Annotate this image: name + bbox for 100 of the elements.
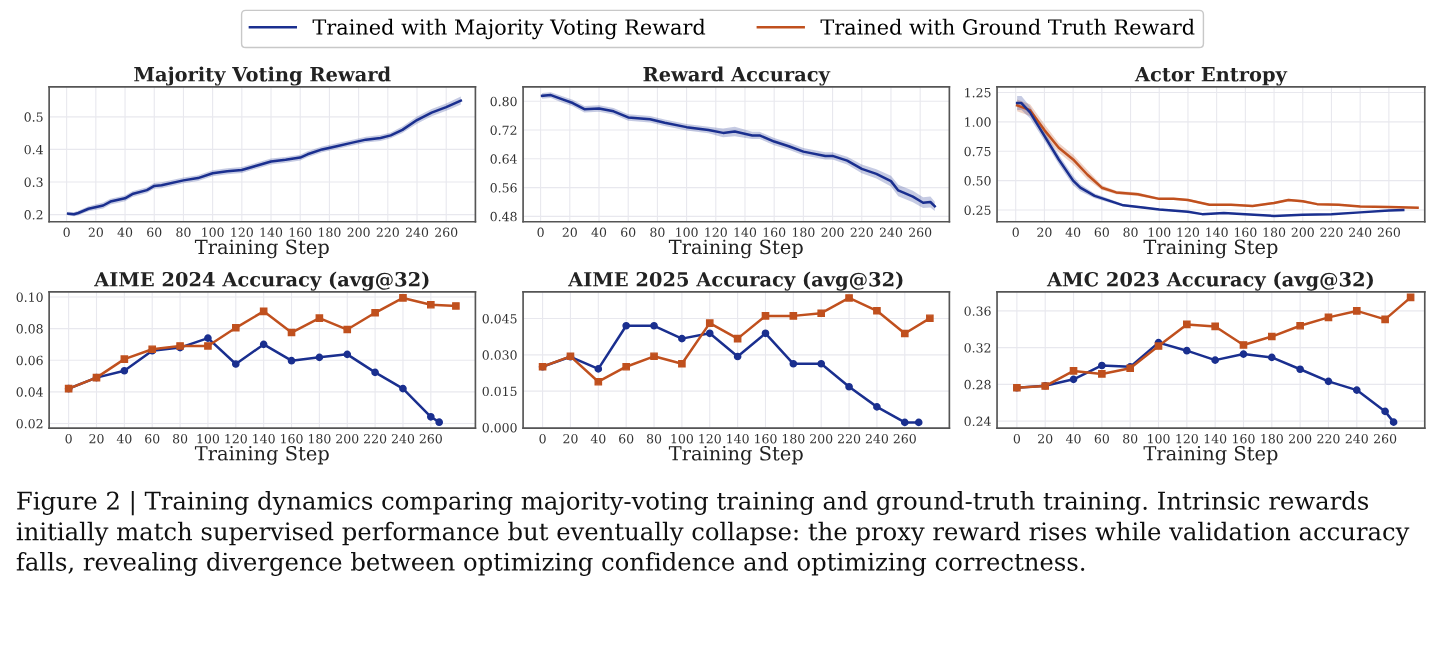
x-tick-label: 120 xyxy=(705,227,727,238)
x-tick-label: 180 xyxy=(319,227,341,238)
x-tick-label: 80 xyxy=(172,433,188,444)
x-tick-label: 0 xyxy=(63,227,70,238)
x-tick-label: 260 xyxy=(909,227,932,238)
x-tick-label: 160 xyxy=(281,433,303,444)
y-tick-label: 0.2 xyxy=(24,210,43,220)
x-tick-label: 220 xyxy=(364,433,387,444)
x-tick-label: 100 xyxy=(197,433,220,444)
x-tick-label: 80 xyxy=(646,433,662,444)
x-tick-label: 180 xyxy=(792,227,815,238)
x-tick-label: 240 xyxy=(865,433,889,444)
y-tick-label: 0.02 xyxy=(16,418,43,429)
x-tick-label: 220 xyxy=(1317,433,1340,444)
y-tick-label: 0.015 xyxy=(482,386,517,397)
x-tick-label: 200 xyxy=(1289,433,1312,444)
x-tick-label: 0 xyxy=(539,433,546,444)
x-tick-label: 20 xyxy=(88,227,103,238)
x-axis-title: Training Step xyxy=(1143,239,1278,259)
x-axis-title: Training Step xyxy=(194,445,329,465)
y-tick-label: 0.24 xyxy=(964,416,991,427)
y-tick-label: 0.000 xyxy=(482,422,517,433)
x-tick-label: 100 xyxy=(1148,227,1171,238)
x-tick-label: 20 xyxy=(1038,433,1053,444)
x-tick-label: 40 xyxy=(591,227,607,238)
y-tick-label: 0.72 xyxy=(490,125,517,135)
y-tick-label: 0.56 xyxy=(490,183,517,193)
x-tick-label: 160 xyxy=(763,227,786,238)
x-tick-label: 240 xyxy=(879,227,903,238)
y-tick-label: 0.36 xyxy=(964,306,991,316)
x-tick-label: 140 xyxy=(734,227,757,238)
x-tick-label: 140 xyxy=(1204,433,1227,444)
y-tick-label: 0.80 xyxy=(490,96,517,107)
x-tick-label: 260 xyxy=(435,227,458,238)
x-tick-label: 180 xyxy=(308,433,331,444)
x-tick-label: 140 xyxy=(253,433,275,444)
x-tick-label: 120 xyxy=(1176,433,1198,444)
x-tick-label: 0 xyxy=(65,433,72,444)
y-tick-label: 0.25 xyxy=(964,205,991,215)
chart-title: AMC 2023 Accuracy (avg@32) xyxy=(1046,271,1373,291)
y-tick-label: 0.75 xyxy=(964,146,991,157)
x-axis-title: Training Step xyxy=(1143,445,1278,465)
x-tick-label: 180 xyxy=(1261,433,1283,444)
x-tick-label: 220 xyxy=(376,227,399,238)
legend-label: Trained with Majority Voting Reward xyxy=(312,18,706,40)
x-axis-title: Training Step xyxy=(668,239,803,259)
x-tick-label: 80 xyxy=(1123,433,1138,444)
x-tick-label: 60 xyxy=(1094,433,1109,444)
y-tick-label: 0.06 xyxy=(16,355,43,366)
x-tick-label: 160 xyxy=(289,227,312,238)
x-tick-label: 100 xyxy=(202,227,224,238)
x-tick-label: 260 xyxy=(1377,227,1400,238)
x-tick-label: 220 xyxy=(837,433,861,444)
x-tick-label: 60 xyxy=(145,433,160,444)
x-tick-label: 120 xyxy=(1177,227,1200,238)
x-tick-label: 120 xyxy=(699,433,721,444)
x-tick-label: 60 xyxy=(1094,227,1109,238)
x-tick-label: 200 xyxy=(821,227,844,238)
x-tick-label: 240 xyxy=(405,227,429,238)
y-tick-label: 0.3 xyxy=(24,177,43,187)
x-tick-label: 40 xyxy=(590,433,606,444)
x-tick-label: 160 xyxy=(1233,433,1255,444)
x-tick-label: 20 xyxy=(563,433,578,444)
x-tick-label: 240 xyxy=(1349,227,1372,238)
x-tick-label: 40 xyxy=(1065,433,1081,444)
x-tick-label: 80 xyxy=(1123,227,1138,238)
x-tick-label: 0 xyxy=(1013,433,1021,444)
x-tick-label: 60 xyxy=(619,433,634,444)
x-tick-label: 160 xyxy=(755,433,777,444)
y-tick-label: 1.00 xyxy=(965,117,991,127)
x-axis-title: Training Step xyxy=(194,239,329,259)
x-tick-label: 20 xyxy=(562,227,577,238)
x-tick-label: 260 xyxy=(419,433,442,444)
x-tick-label: 260 xyxy=(1374,433,1397,444)
chart-title: Actor Entropy xyxy=(1134,67,1288,86)
chart-title: Reward Accuracy xyxy=(643,66,831,86)
x-tick-label: 20 xyxy=(1037,227,1052,238)
y-tick-label: 0.08 xyxy=(16,324,43,334)
x-tick-label: 80 xyxy=(176,227,191,238)
x-tick-label: 40 xyxy=(117,227,133,238)
y-tick-label: 0.4 xyxy=(24,144,43,155)
x-tick-label: 260 xyxy=(893,433,916,444)
y-tick-label: 0.030 xyxy=(482,350,517,360)
x-tick-label: 100 xyxy=(671,433,693,444)
x-tick-label: 0 xyxy=(1012,227,1019,238)
x-tick-label: 180 xyxy=(782,433,805,444)
x-tick-label: 60 xyxy=(147,227,162,238)
x-tick-label: 140 xyxy=(727,433,749,444)
x-tick-label: 240 xyxy=(391,433,415,444)
x-tick-label: 100 xyxy=(676,227,698,238)
x-tick-label: 40 xyxy=(116,433,132,444)
x-tick-label: 200 xyxy=(347,227,370,238)
x-tick-label: 220 xyxy=(850,227,873,238)
x-tick-label: 140 xyxy=(260,227,283,238)
x-tick-label: 200 xyxy=(1291,227,1314,238)
caption: Figure 2 | Training dynamics comparing majority-voting training and ground-truth training. Intrinsic rewards initially match supervised performance but eventually collapse: the proxy reward rises while validation accuracy falls, revealing divergence between optimizing confidence and optimizing correctness. xyxy=(16,490,1410,576)
x-tick-label: 240 xyxy=(1345,433,1368,444)
x-tick-label: 160 xyxy=(1234,227,1257,238)
legend-label: Trained with Ground Truth Reward xyxy=(820,18,1195,35)
y-tick-label: 0.32 xyxy=(964,343,991,353)
